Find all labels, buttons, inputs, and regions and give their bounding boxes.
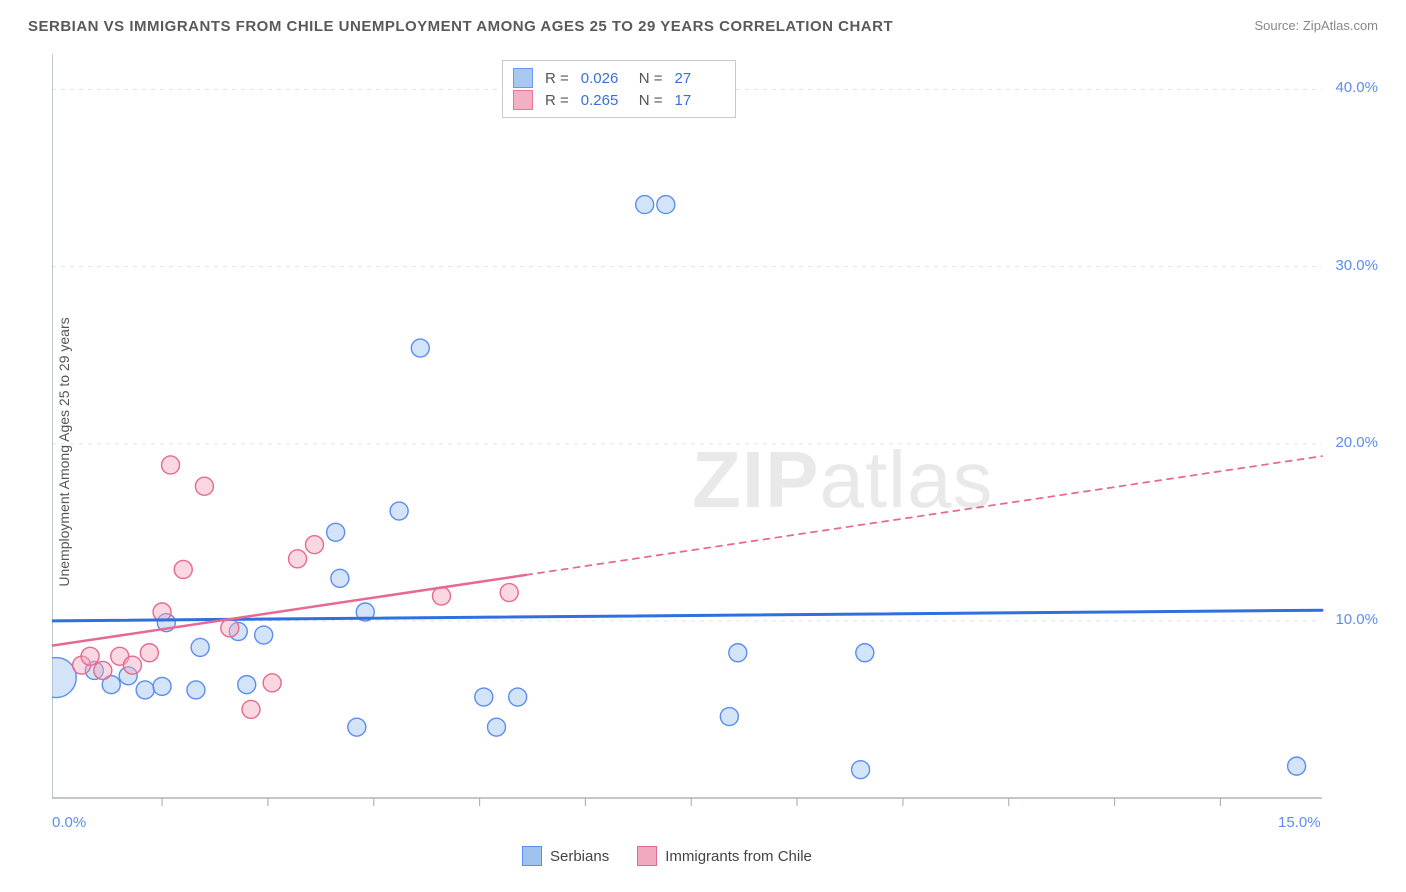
chart-title: SERBIAN VS IMMIGRANTS FROM CHILE UNEMPLO… — [28, 18, 893, 35]
legend-item: Serbians — [522, 846, 609, 866]
legend-item: Immigrants from Chile — [637, 846, 812, 866]
chart-area: Unemployment Among Ages 25 to 29 years R… — [52, 54, 1378, 834]
legend-row: R =0.265N =17 — [513, 89, 721, 111]
y-tick-label: 30.0% — [1335, 257, 1378, 274]
x-tick-label: 15.0% — [1278, 814, 1321, 831]
legend-swatch — [513, 90, 533, 110]
scatter-plot — [52, 54, 1378, 834]
legend-label: Immigrants from Chile — [665, 848, 812, 865]
y-tick-label: 40.0% — [1335, 79, 1378, 96]
x-tick-label: 0.0% — [52, 814, 86, 831]
series-legend: Serbians Immigrants from Chile — [522, 846, 812, 866]
legend-swatch — [522, 846, 542, 866]
y-tick-label: 10.0% — [1335, 611, 1378, 628]
legend-swatch — [513, 68, 533, 88]
legend-swatch — [637, 846, 657, 866]
correlation-legend: R =0.026N =27R =0.265N =17 — [502, 60, 736, 118]
y-tick-label: 20.0% — [1335, 434, 1378, 451]
legend-row: R =0.026N =27 — [513, 67, 721, 89]
legend-label: Serbians — [550, 848, 609, 865]
source-label: Source: ZipAtlas.com — [1254, 18, 1378, 33]
